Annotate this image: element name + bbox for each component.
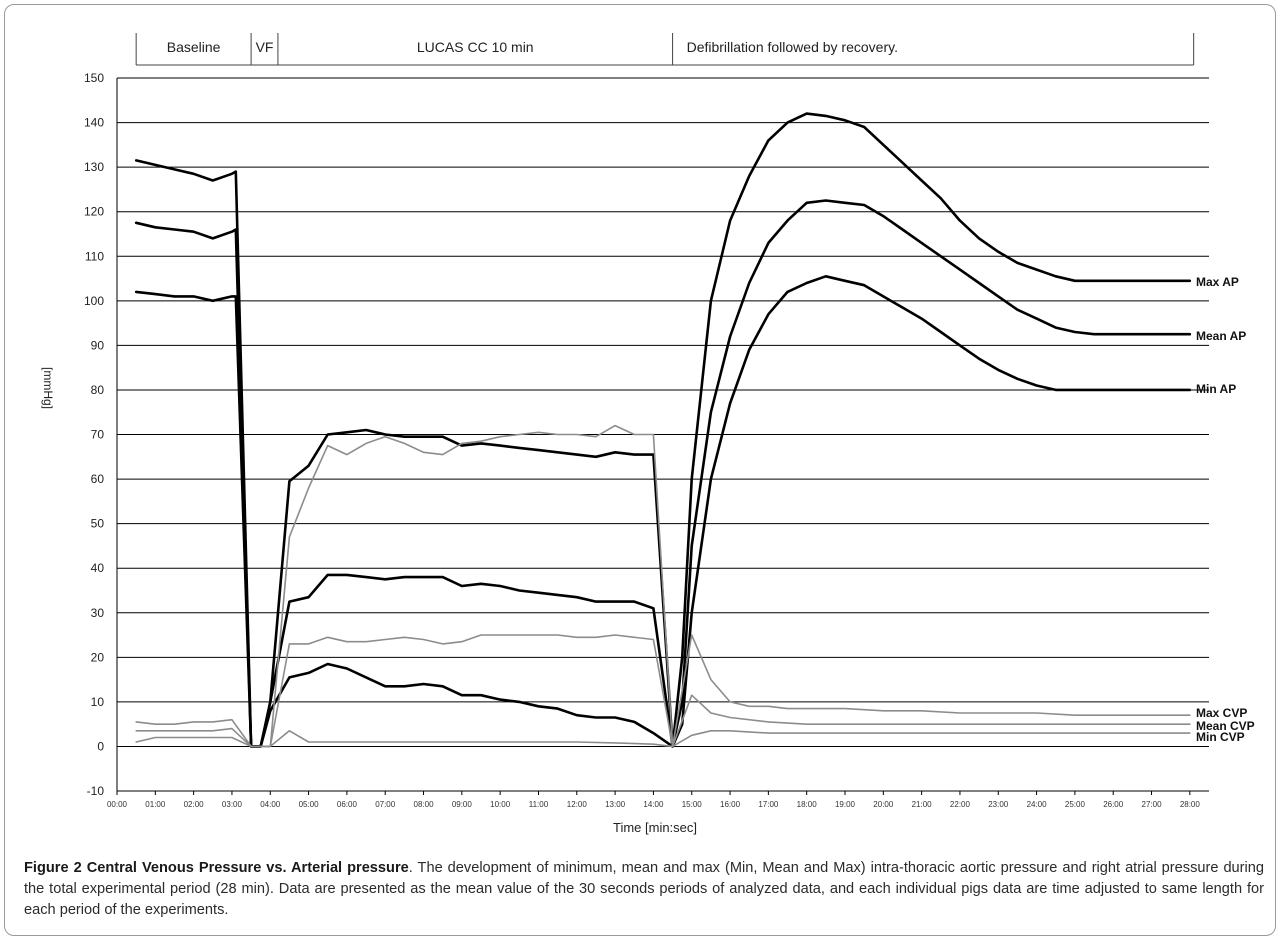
y-tick-label: -10: [87, 784, 105, 798]
x-tick-label: 23:00: [988, 800, 1009, 809]
series-max-cvp-label: Max CVP: [1196, 706, 1247, 720]
x-tick-label: 05:00: [299, 800, 320, 809]
x-tick-label: 08:00: [414, 800, 435, 809]
series-min-ap-line: [134, 274, 1192, 748]
series-max-ap-label: Max AP: [1196, 275, 1239, 289]
x-tick-label: 00:00: [107, 800, 128, 809]
phase-label: VF: [256, 39, 274, 55]
y-tick-label: 50: [91, 517, 105, 531]
figure-title: Central Venous Pressure vs. Arterial pre…: [86, 860, 409, 876]
series-lines: [134, 112, 1192, 748]
x-tick-label: 02:00: [184, 800, 205, 809]
y-tick-label: 80: [91, 383, 105, 397]
y-tick-label: 10: [91, 695, 105, 709]
x-tick-label: 20:00: [873, 800, 894, 809]
x-tick-label: 26:00: [1103, 800, 1124, 809]
series-mean-cvp-label: Mean CVP: [1196, 719, 1255, 733]
series-mean-ap-line: [134, 199, 1192, 748]
x-tick-label: 04:00: [260, 800, 281, 809]
x-tick-label: 11:00: [529, 800, 549, 809]
figure-caption: Figure 2 Central Venous Pressure vs. Art…: [24, 858, 1264, 921]
y-tick-label: 100: [84, 294, 104, 308]
series-min-cvp-line: [135, 729, 1191, 748]
x-tick-label: 12:00: [567, 800, 588, 809]
x-tick-label: 17:00: [758, 800, 779, 809]
x-tick-label: 03:00: [222, 800, 243, 809]
x-tick-label: 25:00: [1065, 800, 1086, 809]
x-tick-label: 19:00: [835, 800, 856, 809]
x-tick-label: 14:00: [643, 800, 664, 809]
figure-label: Figure 2: [24, 860, 82, 876]
series-mean-cvp-line: [135, 634, 1191, 748]
x-tick-label: 28:00: [1180, 800, 1201, 809]
x-tick-label: 06:00: [337, 800, 358, 809]
y-tick-label: 20: [91, 650, 105, 664]
x-axis-label: Time [min:sec]: [613, 820, 697, 835]
y-tick-label: 110: [85, 249, 104, 263]
x-tick-label: 15:00: [682, 800, 703, 809]
phase-label: LUCAS CC 10 min: [417, 39, 534, 55]
x-tick-label: 27:00: [1142, 800, 1163, 809]
series-mean-ap-label: Mean AP: [1196, 329, 1246, 343]
y-tick-label: 150: [84, 71, 104, 85]
caption-body: . The development of minimum, mean and m…: [24, 860, 1265, 918]
y-tick-label: 130: [84, 160, 104, 174]
y-tick-label: 60: [91, 472, 105, 486]
y-tick-label: 30: [91, 606, 105, 620]
y-tick-label: 70: [91, 428, 105, 442]
y-tick-label: 40: [91, 561, 105, 575]
y-tick-label: 120: [84, 205, 104, 219]
y-tick-label: 0: [97, 739, 104, 753]
series-min-cvp-label: Min CVP: [1196, 730, 1245, 744]
axes: -10 0 10 20 30 40 50 60 70 80 90 100 110 120 130 140 150…: [84, 71, 1200, 809]
x-tick-label: 18:00: [797, 800, 818, 809]
x-tick-label: 09:00: [452, 800, 473, 809]
x-tick-label: 07:00: [375, 800, 396, 809]
y-axis-label: [mmHg]: [41, 367, 55, 409]
series-max-cvp-line: [135, 424, 1191, 748]
phase-label: Defibrillation followed by recovery.: [687, 39, 898, 55]
x-tick-label: 22:00: [950, 800, 971, 809]
grid: [117, 77, 1209, 792]
x-tick-label: 16:00: [720, 800, 741, 809]
pressure-line-chart: Baseline VF LUCAS CC 10 min Defibrillation …: [41, 33, 1255, 835]
x-tick-label: 13:00: [605, 800, 626, 809]
figure-frame: [4, 4, 1276, 936]
y-tick-label: 140: [84, 116, 104, 130]
y-tick-label: 90: [91, 338, 105, 352]
series-max-ap-line: [134, 112, 1192, 748]
phase-bar: Baseline VF LUCAS CC 10 min Defibrillation …: [135, 33, 1195, 66]
x-tick-label: 10:00: [490, 800, 511, 809]
x-tick-label: 24:00: [1027, 800, 1048, 809]
series-min-ap-label: Min AP: [1196, 382, 1236, 396]
x-tick-label: 01:00: [145, 800, 166, 809]
x-tick-label: 21:00: [912, 800, 933, 809]
phase-label: Baseline: [167, 39, 221, 55]
